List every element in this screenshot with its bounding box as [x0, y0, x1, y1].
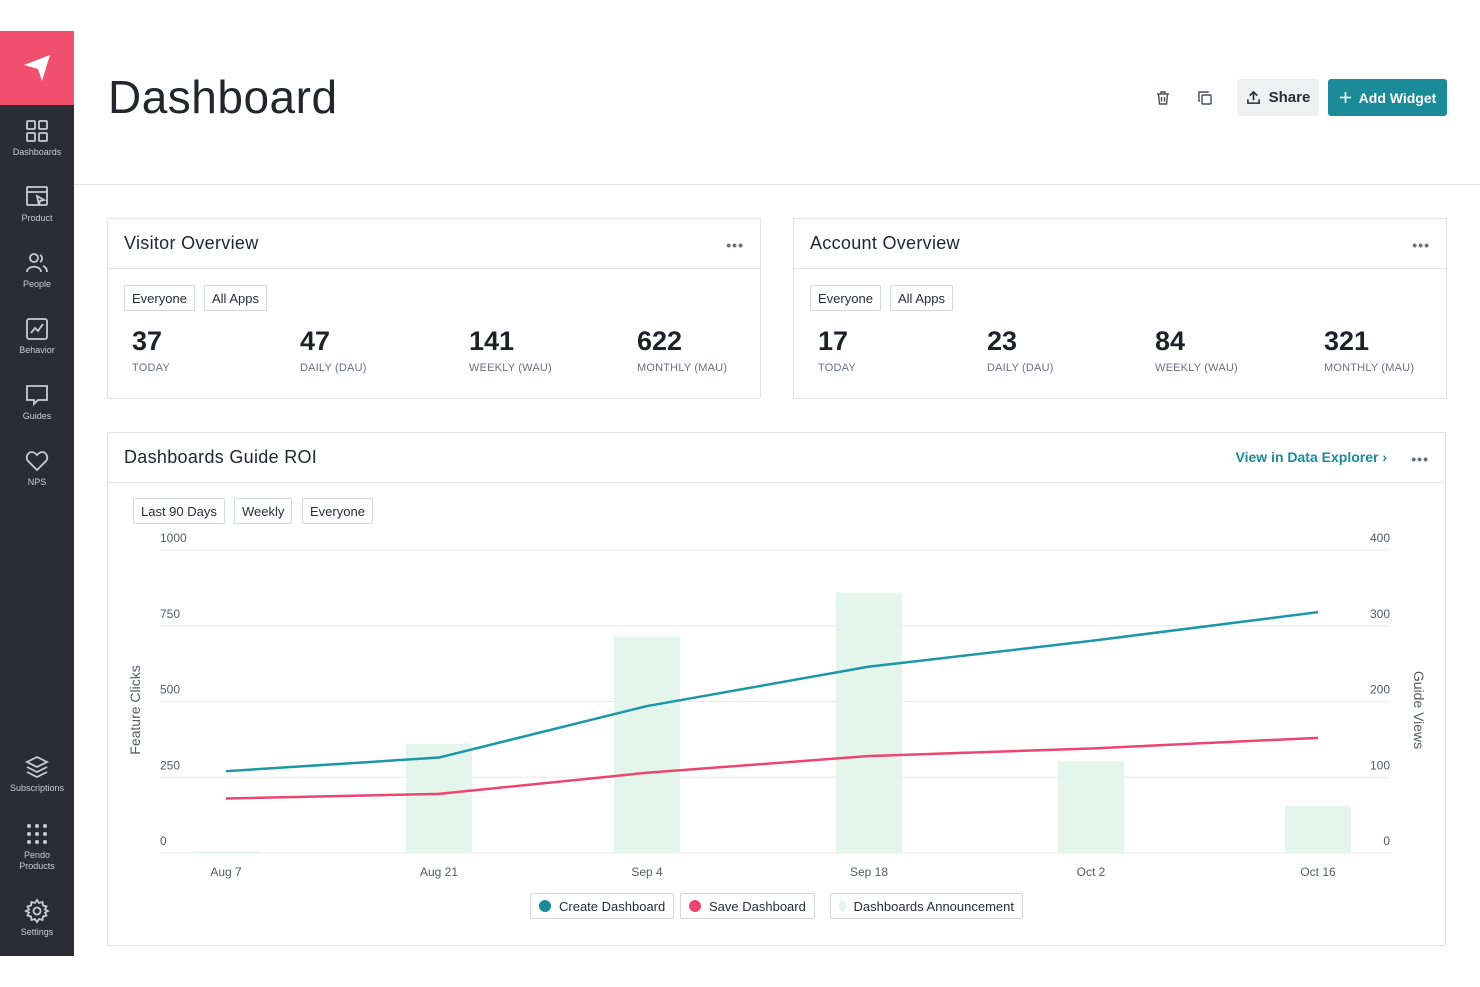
dots-grid-icon — [27, 823, 47, 844]
metric-wau: 84 WEEKLY (WAU) — [1155, 326, 1238, 374]
date-range-filter-chip[interactable]: Last 90 Days — [133, 498, 225, 524]
metric-label: MONTHLY (MAU) — [1324, 362, 1415, 374]
sidebar-item-subscriptions[interactable]: Subscriptions — [0, 741, 74, 807]
more-options-icon[interactable]: ••• — [726, 237, 744, 253]
header-divider — [74, 184, 1480, 185]
metric-value: 622 — [637, 326, 683, 356]
legend-dashboards-announcement[interactable]: Dashboards Announcement — [830, 893, 1023, 919]
layers-icon — [24, 755, 50, 779]
sidebar-item-behavior[interactable]: Behavior — [0, 303, 74, 369]
sidebar-item-nps[interactable]: NPS — [0, 435, 74, 501]
interval-filter-chip[interactable]: Weekly — [234, 498, 293, 524]
add-widget-button[interactable]: Add Widget — [1328, 79, 1447, 116]
metric-value: 141 — [469, 326, 515, 356]
sidebar-item-label: Product — [21, 213, 53, 223]
product-icon — [26, 186, 48, 206]
sidebar-item-people[interactable]: People — [0, 237, 74, 303]
metric-value: 17 — [818, 326, 849, 356]
metric-mau: 321 MONTHLY (MAU) — [1324, 326, 1414, 374]
card-title: Visitor Overview — [124, 233, 259, 253]
metric-label: DAILY (DAU) — [300, 362, 367, 374]
copy-icon — [1198, 91, 1212, 105]
metric-today: 17 TODAY — [818, 326, 856, 374]
sidebar-item-settings[interactable]: Settings — [0, 885, 74, 951]
grid-icon — [26, 120, 48, 142]
sidebar: Dashboards Product People Behavior Guide… — [0, 31, 74, 956]
sidebar-item-product[interactable]: Product — [0, 171, 74, 237]
add-widget-label: Add Widget — [1358, 89, 1437, 106]
guides-icon — [26, 385, 48, 407]
sidebar-item-label: NPS — [27, 477, 47, 487]
legend-label: Save Dashboard — [709, 898, 806, 914]
sidebar-item-label: Guides — [22, 411, 52, 421]
more-options-icon[interactable]: ••• — [1411, 451, 1429, 467]
behavior-icon — [26, 318, 48, 340]
legend-dot-icon — [539, 900, 551, 912]
sidebar-item-label: Subscriptions — [9, 783, 65, 793]
sidebar-item-label: People — [22, 279, 52, 289]
page-title: Dashboard — [108, 71, 338, 123]
metric-value: 37 — [132, 326, 163, 356]
account-overview-card: Account Overview ••• Everyone All Apps 1… — [793, 218, 1447, 399]
metric-value: 84 — [1155, 326, 1186, 356]
metric-wau: 141 WEEKLY (WAU) — [469, 326, 552, 374]
metric-value: 321 — [1324, 326, 1370, 356]
metric-dau: 47 DAILY (DAU) — [300, 326, 367, 374]
legend-save-dashboard[interactable]: Save Dashboard — [680, 893, 815, 919]
card-header: Dashboards Guide ROI View in Data Explor… — [108, 433, 1445, 483]
gear-icon — [24, 898, 50, 924]
card-title: Dashboards Guide ROI — [124, 447, 318, 467]
sidebar-item-label: Behavior — [19, 345, 55, 355]
legend-dot-icon — [689, 900, 701, 912]
delete-button[interactable] — [1151, 86, 1175, 110]
visitor-overview-card: Visitor Overview ••• Everyone All Apps 3… — [107, 218, 761, 399]
people-icon — [26, 253, 48, 273]
legend-create-dashboard[interactable]: Create Dashboard — [530, 893, 675, 919]
heart-icon — [25, 451, 49, 472]
segment-filter-chip[interactable]: Everyone — [810, 285, 881, 311]
duplicate-button[interactable] — [1193, 86, 1217, 110]
legend-dot-icon — [839, 900, 846, 912]
sidebar-item-label: Products — [19, 860, 55, 871]
segment-filter-chip[interactable]: Everyone — [302, 498, 373, 524]
upload-icon — [1246, 90, 1260, 104]
sidebar-item-pendo-products[interactable]: Pendo Products — [0, 807, 74, 885]
metric-mau: 622 MONTHLY (MAU) — [637, 326, 727, 374]
sidebar-item-label: Pendo — [23, 849, 51, 860]
card-header: Visitor Overview ••• — [108, 219, 760, 269]
share-button[interactable]: Share — [1237, 79, 1319, 116]
trash-icon — [1157, 91, 1169, 105]
card-title: Account Overview — [810, 233, 960, 253]
metric-label: TODAY — [818, 362, 856, 374]
pendo-logo-icon — [24, 55, 50, 81]
app-filter-chip[interactable]: All Apps — [204, 285, 267, 311]
metric-label: TODAY — [132, 362, 170, 374]
metric-today: 37 TODAY — [132, 326, 170, 374]
share-label: Share — [1268, 89, 1311, 106]
card-header: Account Overview ••• — [794, 219, 1446, 269]
metric-dau: 23 DAILY (DAU) — [987, 326, 1054, 374]
metric-label: WEEKLY (WAU) — [1155, 362, 1238, 374]
view-in-data-explorer-link[interactable]: View in Data Explorer › — [1235, 449, 1387, 465]
sidebar-item-label: Settings — [20, 927, 54, 937]
metric-label: DAILY (DAU) — [987, 362, 1054, 374]
guide-roi-card: Dashboards Guide ROI View in Data Explor… — [107, 432, 1446, 946]
app-filter-chip[interactable]: All Apps — [890, 285, 953, 311]
plus-icon — [1339, 91, 1351, 104]
more-options-icon[interactable]: ••• — [1412, 237, 1430, 253]
legend-label: Dashboards Announcement — [853, 898, 1014, 914]
metric-value: 47 — [300, 326, 331, 356]
sidebar-item-guides[interactable]: Guides — [0, 369, 74, 435]
segment-filter-chip[interactable]: Everyone — [124, 285, 195, 311]
metric-value: 23 — [987, 326, 1018, 356]
metric-label: WEEKLY (WAU) — [469, 362, 552, 374]
sidebar-item-label: Dashboards — [12, 147, 62, 157]
pendo-logo[interactable] — [0, 31, 74, 105]
metric-label: MONTHLY (MAU) — [637, 362, 728, 374]
legend-label: Create Dashboard — [559, 898, 666, 914]
sidebar-item-dashboards[interactable]: Dashboards — [0, 105, 74, 171]
